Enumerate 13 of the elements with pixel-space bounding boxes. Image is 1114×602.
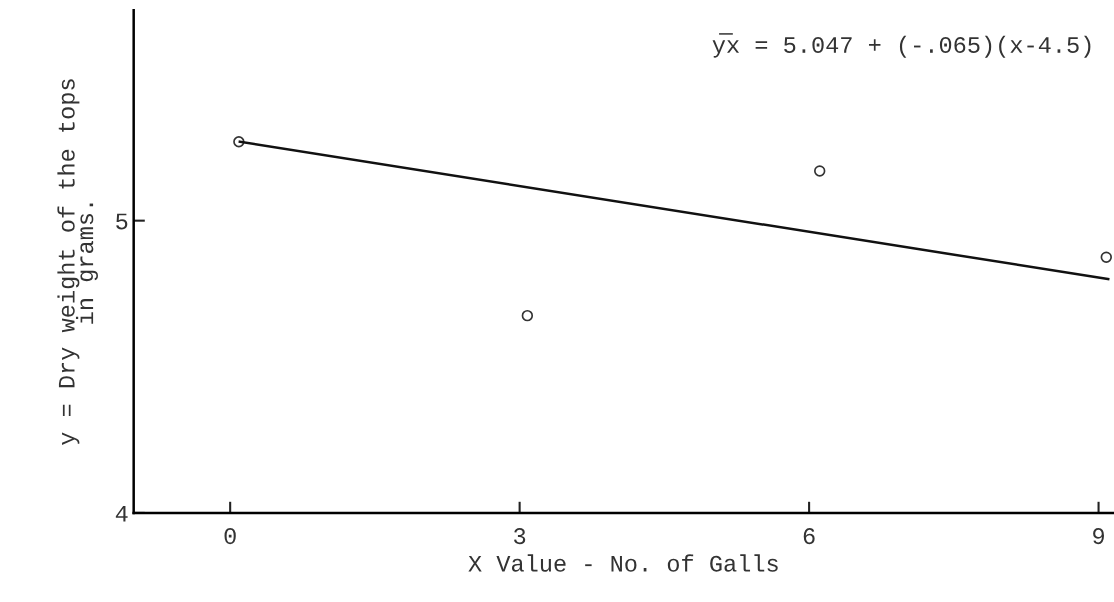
point <box>814 165 826 177</box>
y-axis-title: y = Dry weight of the tops in grams. <box>57 79 98 446</box>
point <box>521 309 534 322</box>
x-tick-label: 3 <box>514 528 526 545</box>
annotation: y̅x = 5.047 + (-.065)(x-4.5) <box>712 33 1091 58</box>
x-tick-label: 9 <box>1093 528 1105 545</box>
x-tick-label: 6 <box>803 528 815 545</box>
x-axis-title: X Value - No. of Galls <box>468 554 778 572</box>
point <box>1100 251 1112 263</box>
y-tick-label: 5 <box>116 213 128 230</box>
y-tick-label: 4 <box>115 505 128 522</box>
point <box>233 136 245 148</box>
x-tick-label: 0 <box>224 528 236 545</box>
